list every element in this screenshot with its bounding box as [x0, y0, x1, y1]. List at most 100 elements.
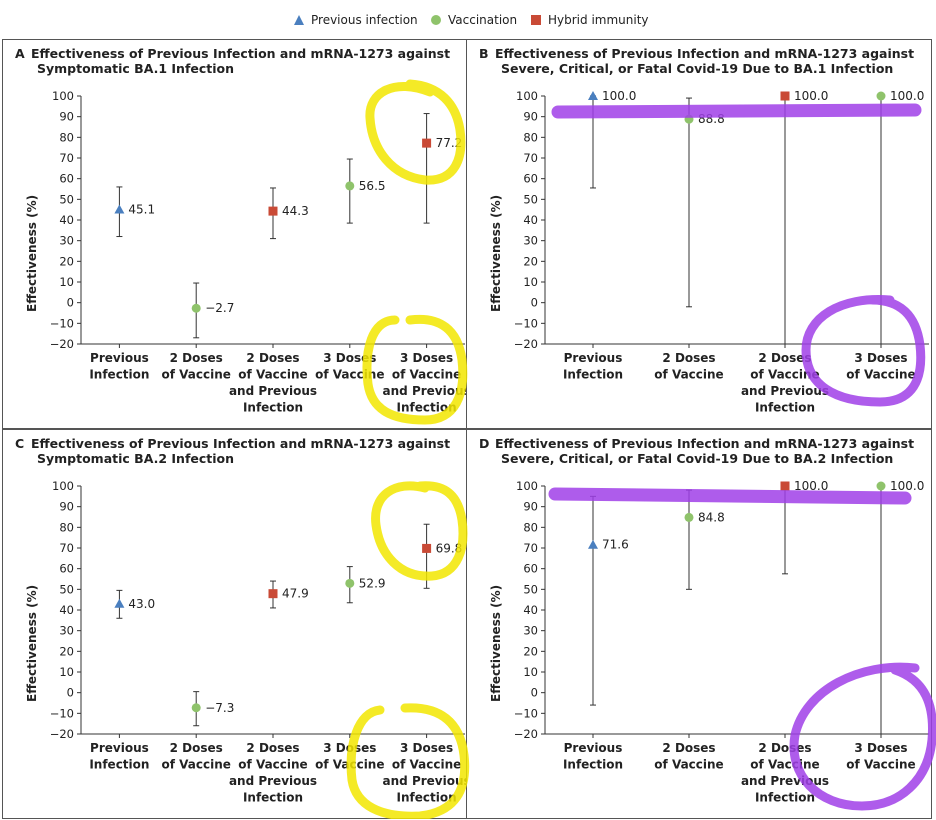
- chart-panel-c: C Effectiveness of Previous Infection and…: [2, 429, 469, 819]
- triangle-marker-icon: [294, 15, 304, 25]
- y-tick-label: 50: [523, 582, 538, 596]
- x-tick-label: 3 Doses of Vaccine and Previous Infection: [383, 741, 469, 805]
- data-point: 100.0: [876, 479, 924, 735]
- x-tick-label: Previous Infection: [563, 351, 623, 382]
- x-tick-label: 2 Doses of Vaccine and Previous Infection: [741, 351, 829, 415]
- panel-letter: B: [479, 46, 489, 61]
- y-tick-label: 70: [523, 151, 538, 165]
- data-label: 84.8: [698, 510, 725, 524]
- y-tick-label: −10: [50, 706, 74, 720]
- y-tick-label: 0: [531, 686, 538, 700]
- legend: Previous infection Vaccination Hybrid im…: [0, 0, 936, 40]
- circle-marker: [191, 703, 201, 713]
- square-marker: [268, 206, 278, 216]
- y-tick-label: 20: [59, 644, 74, 658]
- title-line-1: Effectiveness of Previous Infection and …: [495, 436, 915, 451]
- y-tick-label: 0: [67, 686, 74, 700]
- x-tick-label: Previous Infection: [89, 351, 149, 382]
- panel-letter: D: [479, 436, 490, 451]
- y-tick-label: −10: [50, 316, 74, 330]
- x-tick-label: Previous Infection: [563, 741, 623, 772]
- y-tick-label: 80: [523, 130, 538, 144]
- y-tick-label: 80: [59, 520, 74, 534]
- data-point: 44.3: [268, 187, 309, 240]
- x-tick-label: 3 Doses of Vaccine: [315, 741, 384, 772]
- y-tick-label: −20: [514, 337, 538, 351]
- circle-marker: [876, 91, 886, 101]
- data-label: 100.0: [794, 89, 828, 103]
- chart-panel-a: A Effectiveness of Previous Infection and…: [2, 39, 469, 429]
- y-tick-label: 100: [516, 89, 538, 103]
- y-tick-label: 100: [52, 479, 74, 493]
- circle-marker-icon: [431, 15, 441, 25]
- data-point: 100.0: [780, 89, 828, 345]
- data-point: 100.0: [780, 479, 828, 575]
- data-point: 100.0: [588, 89, 636, 189]
- x-tick-label: 2 Doses of Vaccine and Previous Infection: [229, 741, 317, 805]
- triangle-marker: [588, 91, 598, 100]
- data-point: 45.1: [114, 186, 155, 238]
- square-marker: [422, 543, 432, 553]
- y-tick-label: 30: [523, 234, 538, 248]
- y-tick-label: −20: [50, 727, 74, 741]
- square-marker: [780, 91, 790, 101]
- data-label: 44.3: [282, 204, 309, 218]
- circle-marker: [876, 481, 886, 491]
- triangle-marker: [114, 598, 125, 608]
- x-tick-label: 3 Doses of Vaccine and Previous Infection: [383, 351, 469, 415]
- y-tick-label: 40: [523, 213, 538, 227]
- y-tick-label: 80: [59, 130, 74, 144]
- triangle-marker: [588, 539, 598, 549]
- title-line-1: Effectiveness of Previous Infection and …: [31, 436, 451, 451]
- x-tick-label: 2 Doses of Vaccine and Previous Infection: [229, 351, 317, 415]
- y-tick-label: 50: [59, 192, 74, 206]
- y-tick-label: 60: [523, 562, 538, 576]
- y-tick-label: 0: [67, 296, 74, 310]
- y-tick-label: −10: [514, 316, 538, 330]
- y-tick-label: 60: [523, 172, 538, 186]
- circle-marker: [345, 578, 355, 588]
- x-tick-label: 2 Doses of Vaccine: [161, 741, 230, 772]
- circle-marker: [684, 114, 694, 124]
- y-tick-label: 30: [59, 234, 74, 248]
- circle-marker: [191, 303, 201, 313]
- y-tick-label: 100: [52, 89, 74, 103]
- y-tick-label: 80: [523, 520, 538, 534]
- data-label: 100.0: [890, 89, 924, 103]
- x-tick-label: 2 Doses of Vaccine: [654, 741, 723, 772]
- y-tick-label: 10: [523, 665, 538, 679]
- y-tick-label: 20: [523, 644, 538, 658]
- y-tick-label: 90: [59, 500, 74, 514]
- legend-item-vaccination: Vaccination: [430, 13, 517, 27]
- square-marker-icon: [531, 15, 541, 25]
- data-point: 47.9: [268, 580, 309, 609]
- panel-title: C Effectiveness of Previous Infection and…: [15, 436, 455, 466]
- y-tick-label: 50: [523, 192, 538, 206]
- data-label: −2.7: [205, 301, 234, 315]
- title-line-2: Symptomatic BA.2 Infection: [37, 451, 235, 466]
- data-point: 52.9: [345, 566, 386, 604]
- y-tick-label: −20: [514, 727, 538, 741]
- y-tick-label: 60: [59, 172, 74, 186]
- legend-label: Previous infection: [311, 13, 418, 27]
- x-tick-label: 3 Doses of Vaccine: [315, 351, 384, 382]
- data-point: 69.8: [422, 523, 462, 589]
- x-tick-label: 3 Doses of Vaccine: [846, 351, 915, 382]
- data-point: −2.7: [191, 282, 234, 339]
- title-line-1: Effectiveness of Previous Infection and …: [31, 46, 451, 61]
- y-tick-label: 30: [59, 624, 74, 638]
- y-tick-label: 20: [523, 254, 538, 268]
- square-marker: [422, 138, 432, 148]
- panel-title: D Effectiveness of Previous Infection and…: [479, 436, 919, 466]
- circle-marker: [345, 181, 355, 191]
- y-tick-label: 60: [59, 562, 74, 576]
- x-tick-label: 2 Doses of Vaccine: [654, 351, 723, 382]
- panel-letter: C: [15, 436, 25, 451]
- data-label: 47.9: [282, 587, 309, 601]
- y-tick-label: 10: [523, 275, 538, 289]
- y-tick-label: 10: [59, 665, 74, 679]
- title-line-1: Effectiveness of Previous Infection and …: [495, 46, 915, 61]
- data-label: 77.2: [436, 136, 463, 150]
